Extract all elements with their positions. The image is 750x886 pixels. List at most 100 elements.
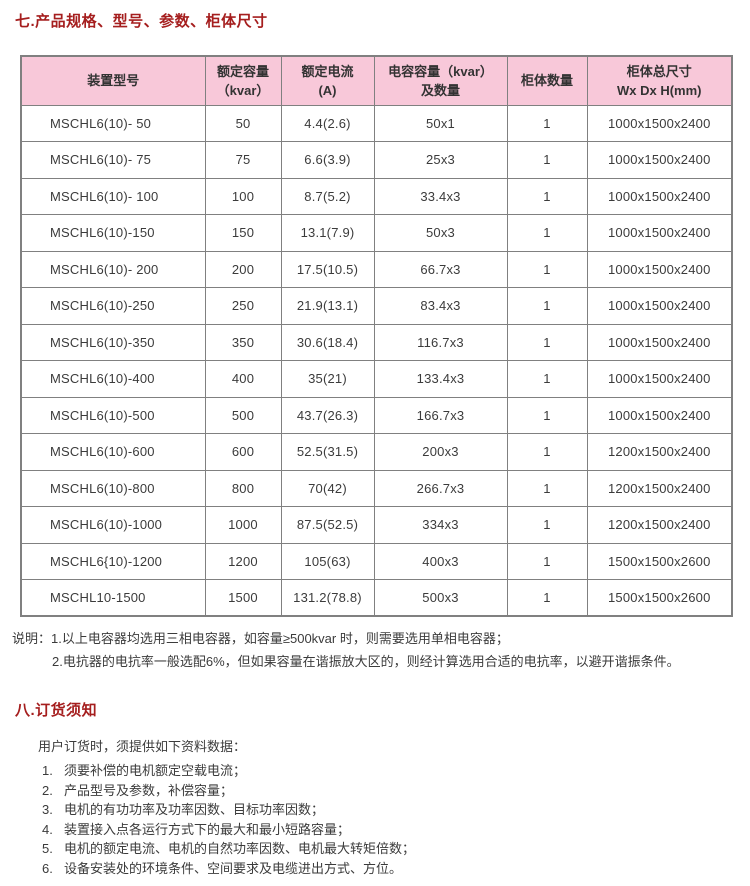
cell-rated-current: 131.2(78.8) [280, 579, 375, 617]
cell-rated-capacity: 500 [204, 396, 282, 434]
list-item-text: 产品型号及参数，补偿容量； [64, 782, 234, 798]
list-item-number: 6. [42, 860, 53, 876]
cell-dimensions: 1000x1500x2400 [586, 287, 733, 325]
ordering-requirements-list: 1. 须要补偿的电机额定空载电流； 2. 产品型号及参数，补偿容量； 3. 电机… [42, 761, 750, 879]
cell-dimensions: 1000x1500x2400 [586, 360, 733, 398]
cell-rated-capacity: 1500 [204, 579, 282, 617]
cell-model: MSCHL10-1500 [20, 579, 206, 617]
col-header-cabinet-qty: 柜体数量 [506, 55, 588, 106]
table-row: MSCHL6(10)-400 400 35(21) 133.4x3 1 1000… [20, 360, 733, 398]
section-7-title: 七.产品规格、型号、参数、柜体尺寸 [15, 13, 268, 30]
cell-capacitor-qty: 200x3 [373, 433, 508, 471]
list-item-number: 1. [42, 763, 53, 778]
cell-model: MSCHL6(10)-500 [20, 396, 206, 434]
cell-dimensions: 1000x1500x2400 [586, 177, 733, 215]
cell-rated-capacity: 600 [204, 433, 282, 471]
list-item-number: 5. [42, 841, 53, 857]
cell-rated-current: 105(63) [280, 542, 375, 580]
cell-rated-capacity: 400 [204, 360, 282, 398]
list-item-text: 设备安装处的环境条件、空间要求及电缆进出方式、方位。 [64, 860, 403, 876]
list-item: 4. 装置接入点各运行方式下的最大和最小短路容量； [42, 820, 750, 840]
cell-rated-current: 35(21) [280, 360, 375, 398]
cell-rated-current: 30.6(18.4) [280, 323, 375, 361]
cell-rated-current: 21.9(13.1) [280, 287, 375, 325]
cell-model: MSCHL6(10)-1000 [20, 506, 206, 544]
list-item-text: 电机的额定电流、电机的自然功率因数、电机最大转矩倍数； [64, 841, 416, 857]
list-item-number: 3. [42, 802, 53, 818]
cell-capacitor-qty: 66.7x3 [373, 250, 508, 288]
cell-rated-current: 4.4(2.6) [280, 104, 375, 142]
cell-rated-capacity: 100 [204, 177, 282, 215]
cell-cabinet-qty: 1 [506, 323, 588, 361]
cell-cabinet-qty: 1 [506, 250, 588, 288]
cell-model: MSCHL6(10)-600 [20, 433, 206, 471]
list-item-number: 4. [42, 821, 53, 837]
list-item: 6. 设备安装处的环境条件、空间要求及电缆进出方式、方位。 [42, 859, 750, 879]
cell-dimensions: 1200x1500x2400 [586, 506, 733, 544]
table-row: MSCHL6(10)- 100 100 8.7(5.2) 33.4x3 1 10… [20, 177, 733, 215]
cell-cabinet-qty: 1 [506, 433, 588, 471]
cell-dimensions: 1500x1500x2600 [586, 542, 733, 580]
cell-capacitor-qty: 33.4x3 [373, 177, 508, 215]
cell-cabinet-qty: 1 [506, 396, 588, 434]
cell-capacitor-qty: 334x3 [373, 506, 508, 544]
col-header-dimensions: 柜体总尺寸 Wx Dx H(mm) [586, 55, 733, 106]
cell-capacitor-qty: 500x3 [373, 579, 508, 617]
list-item: 1. 须要补偿的电机额定空载电流； [42, 761, 750, 781]
list-item: 3. 电机的有功功率及功率因数、目标功率因数； [42, 800, 750, 820]
cell-model: MSCHL6{10)-1200 [20, 542, 206, 580]
cell-dimensions: 1000x1500x2400 [586, 250, 733, 288]
table-row: MSCHL6(10)-150 150 13.1(7.9) 50x3 1 1000… [20, 214, 733, 252]
cell-capacitor-qty: 166.7x3 [373, 396, 508, 434]
cell-cabinet-qty: 1 [506, 542, 588, 580]
cell-cabinet-qty: 1 [506, 141, 588, 179]
cell-capacitor-qty: 50x3 [373, 214, 508, 252]
cell-model: MSCHL6(10)-800 [20, 469, 206, 507]
notes-label: 说明： [12, 631, 52, 646]
cell-rated-capacity: 75 [204, 141, 282, 179]
cell-cabinet-qty: 1 [506, 214, 588, 252]
cell-dimensions: 1200x1500x2400 [586, 469, 733, 507]
cell-rated-capacity: 250 [204, 287, 282, 325]
cell-dimensions: 1000x1500x2400 [586, 141, 733, 179]
table-row: MSCHL10-1500 1500 131.2(78.8) 500x3 1 15… [20, 579, 733, 617]
cell-capacitor-qty: 266.7x3 [373, 469, 508, 507]
cell-rated-current: 6.6(3.9) [280, 141, 375, 179]
cell-capacitor-qty: 133.4x3 [373, 360, 508, 398]
ordering-intro: 用户订货时，须提供如下资料数据： [38, 739, 247, 754]
col-header-rated-current: 额定电流 (A) [280, 55, 375, 106]
list-item-text: 装置接入点各运行方式下的最大和最小短路容量； [64, 821, 351, 837]
cell-capacitor-qty: 50x1 [373, 104, 508, 142]
notes-block: 说明： 1.以上电容器均选用三相电容器，如容量≥500kvar 时，则需要选用单… [12, 627, 750, 673]
cell-dimensions: 1000x1500x2400 [586, 396, 733, 434]
cell-rated-current: 87.5(52.5) [280, 506, 375, 544]
col-header-model: 装置型号 [20, 55, 206, 106]
list-item-text: 须要补偿的电机额定空载电流； [64, 763, 247, 778]
cell-rated-capacity: 800 [204, 469, 282, 507]
cell-cabinet-qty: 1 [506, 104, 588, 142]
cell-capacitor-qty: 116.7x3 [373, 323, 508, 361]
cell-cabinet-qty: 1 [506, 287, 588, 325]
list-item-number: 2. [42, 782, 53, 798]
cell-rated-current: 13.1(7.9) [280, 214, 375, 252]
section-8-title: 八.订货须知 [15, 702, 98, 719]
table-row: MSCHL6(10)- 200 200 17.5(10.5) 66.7x3 1 … [20, 250, 733, 288]
cell-rated-current: 17.5(10.5) [280, 250, 375, 288]
document-page: 七.产品规格、型号、参数、柜体尺寸 装置型号 额定容量 （kvar） 额定电流 … [0, 10, 750, 886]
cell-cabinet-qty: 1 [506, 506, 588, 544]
cell-model: MSCHL6(10)- 200 [20, 250, 206, 288]
cell-cabinet-qty: 1 [506, 579, 588, 617]
cell-cabinet-qty: 1 [506, 177, 588, 215]
cell-rated-current: 52.5(31.5) [280, 433, 375, 471]
table-row: MSCHL6(10)-600 600 52.5(31.5) 200x3 1 12… [20, 433, 733, 471]
table-row: MSCHL6{10)-1200 1200 105(63) 400x3 1 150… [20, 542, 733, 580]
cell-rated-capacity: 1200 [204, 542, 282, 580]
cell-model: MSCHL6(10)-150 [20, 214, 206, 252]
cell-dimensions: 1200x1500x2400 [586, 433, 733, 471]
cell-dimensions: 1000x1500x2400 [586, 104, 733, 142]
cell-rated-capacity: 350 [204, 323, 282, 361]
cell-model: MSCHL6(10)- 75 [20, 141, 206, 179]
table-row: MSCHL6(10)-350 350 30.6(18.4) 116.7x3 1 … [20, 323, 733, 361]
cell-rated-capacity: 200 [204, 250, 282, 288]
cell-model: MSCHL6(10)-400 [20, 360, 206, 398]
